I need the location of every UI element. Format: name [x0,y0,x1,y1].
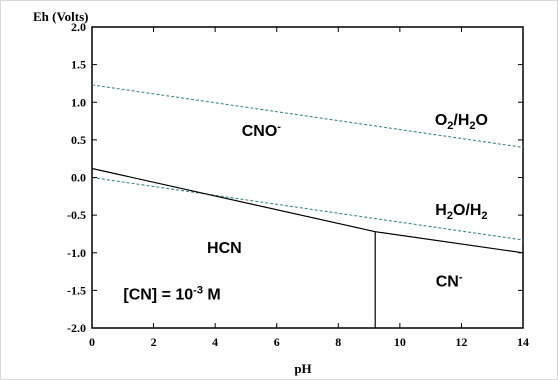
series-o2-h2o [91,84,524,148]
label-o2h2o: O2/H2O [435,112,488,132]
y-tick-label: 1.5 [71,58,86,72]
x-tick-label: 6 [274,335,280,349]
y-tick-label: -1.0 [67,246,86,260]
y-tick-label: 2.0 [71,20,86,34]
y-tick-label: 0.5 [71,133,86,147]
y-tick-label: -2.0 [67,321,86,335]
y-tick-label: -0.5 [67,208,86,222]
label-hcn: HCN [207,240,242,257]
label-cn: CN- [436,272,463,291]
x-tick-label: 8 [335,335,341,349]
x-tick-label: 10 [394,335,406,349]
x-tick-label: 14 [517,335,529,349]
y-axis-title: Eh (Volts) [33,9,89,24]
series-h2o-h2 [91,176,524,241]
x-tick-label: 2 [151,335,157,349]
label-cno: CNO- [242,121,282,140]
frame-top [0,0,558,1]
x-tick-label: 4 [212,335,218,349]
frame-left [0,0,1,380]
label-h2oh2: H2O/H2 [435,202,487,222]
label-conc: [CN] = 10-3 M [123,284,220,303]
ticks-layer: 0 2 4 6 8 10 12 14 2.0 1.5 1.0 0.5 0.0 -0.5 -1.0 -1.5 -2… [67,20,529,349]
y-tick-label: -1.5 [67,283,86,297]
labels-layer: CNO- O2/H2O H2O/H2 HCN CN- [CN] = 10-3 M [123,112,488,304]
plot-area [91,26,524,329]
x-axis-title: pH [294,361,311,376]
series-layer [91,84,524,328]
y-tick-label: 0.0 [71,171,86,185]
x-tick-label: 0 [89,335,95,349]
y-tick-label: 1.0 [71,95,86,109]
x-tick-label: 12 [455,335,467,349]
